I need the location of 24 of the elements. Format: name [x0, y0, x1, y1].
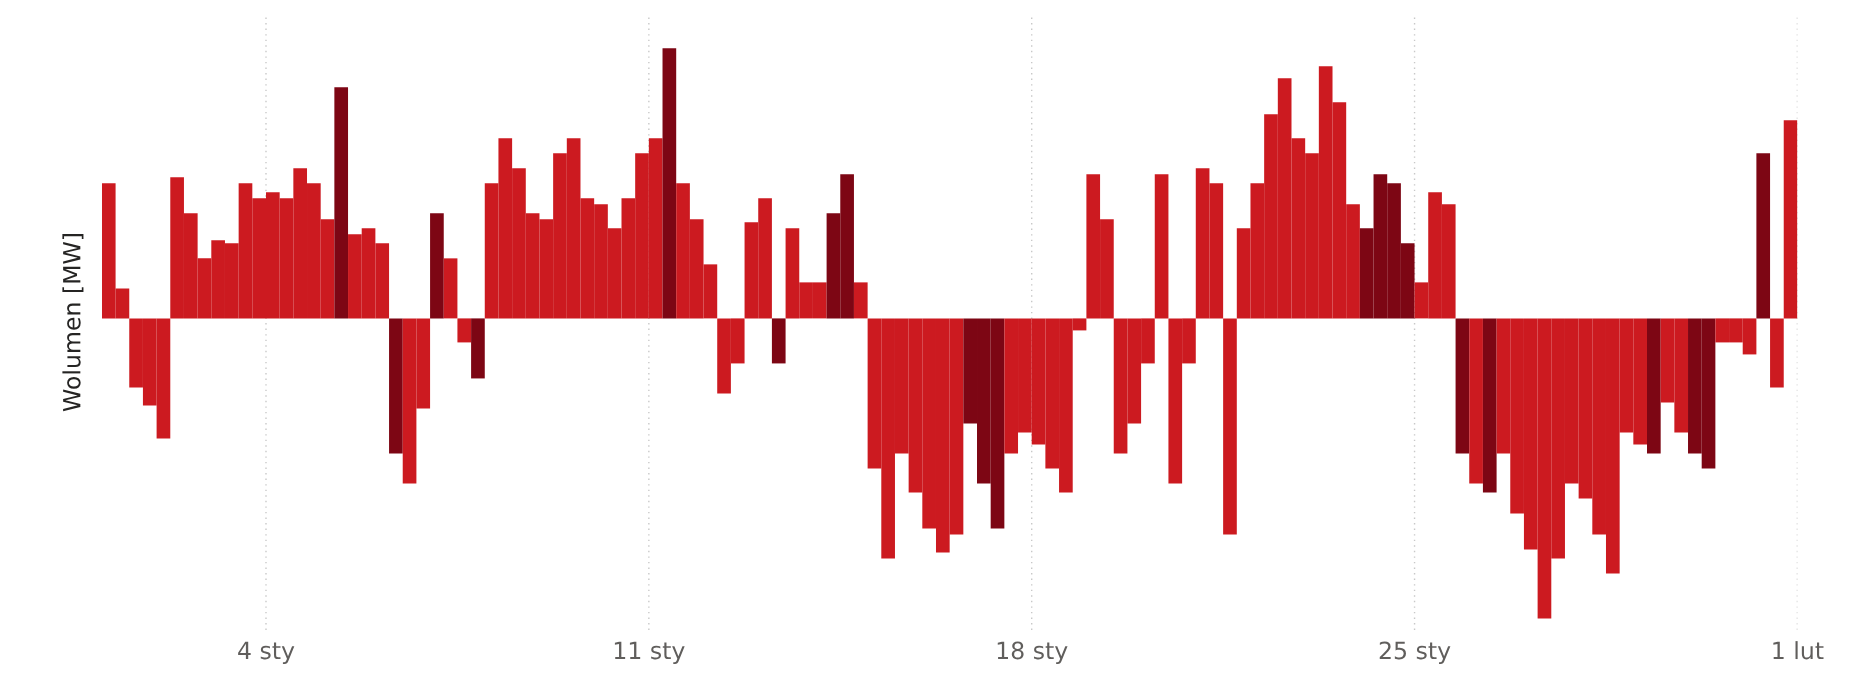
bar: [1469, 318, 1483, 484]
bar: [457, 318, 472, 343]
bar: [1647, 318, 1661, 454]
bar: [771, 318, 786, 364]
bar: [853, 282, 868, 319]
bar: [443, 258, 458, 319]
bar: [662, 48, 677, 319]
x-tick-label: 4 sty: [238, 641, 295, 664]
x-tick-label: 1 lut: [1773, 641, 1824, 660]
bar: [334, 87, 349, 319]
bar: [1770, 318, 1784, 388]
bar: [1783, 120, 1798, 319]
bar: [430, 213, 444, 319]
bar: [1223, 318, 1237, 535]
x-tick-label: 25 sty: [1379, 641, 1451, 664]
y-axis-title: Wolumen [MW]: [62, 234, 84, 412]
bar: [1154, 174, 1169, 319]
bar: [1455, 318, 1470, 454]
x-tick-label: 18 sty: [997, 641, 1068, 664]
bar: [389, 318, 403, 454]
x-tick-label: 11 sty: [614, 641, 685, 664]
bar: [471, 318, 485, 379]
bar: [1482, 318, 1497, 493]
bar: [1756, 153, 1771, 319]
